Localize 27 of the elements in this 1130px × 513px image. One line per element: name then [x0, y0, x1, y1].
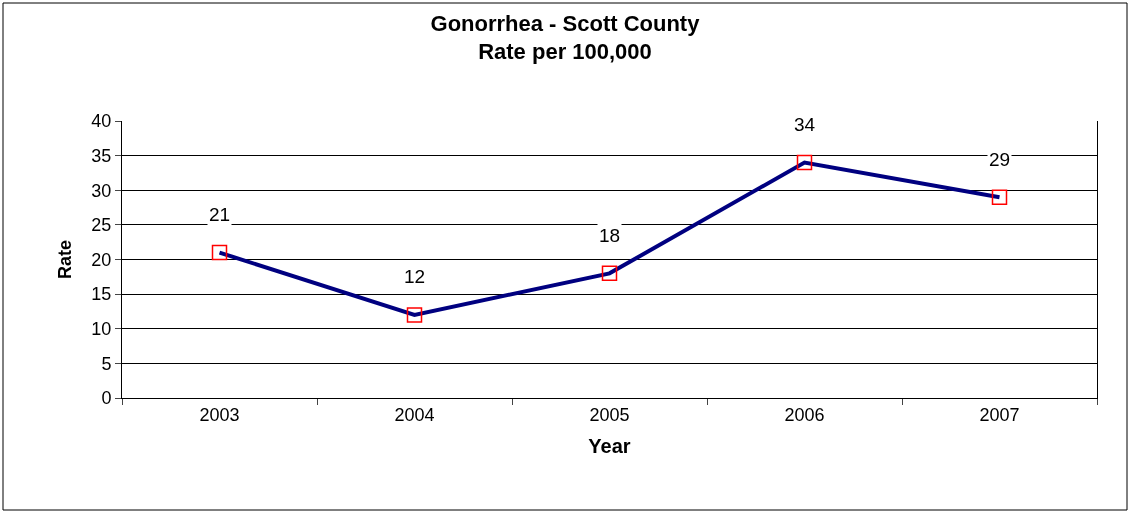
x-tick-label: 2005: [589, 404, 630, 425]
point: [991, 189, 1008, 205]
y-tick-label: 20: [91, 249, 112, 270]
y-tick-label: 15: [91, 284, 112, 305]
y-tick-label: 5: [101, 353, 112, 374]
y-tick-label: 35: [91, 145, 112, 166]
point: [211, 244, 228, 261]
point: [601, 265, 618, 282]
data-label: 12: [404, 266, 426, 287]
data-label: 34: [794, 114, 816, 135]
data-label: 21: [209, 204, 231, 225]
data-label: 18: [599, 225, 621, 246]
point: [796, 154, 813, 171]
x-tick-label: 2003: [199, 404, 240, 425]
y-tick-label: 25: [91, 215, 112, 236]
point: [406, 307, 423, 323]
y-tick-label: 10: [91, 319, 112, 340]
y-tick-label: 0: [101, 388, 112, 409]
data-label: 29: [989, 149, 1011, 170]
chart-title: Gonorrhea - Scott County Rate per 100,000: [430, 10, 701, 65]
x-axis-title: Year: [588, 435, 631, 458]
x-tick-label: 2006: [784, 404, 825, 425]
y-tick-label: 40: [91, 111, 112, 132]
x-tick-label: 2004: [394, 404, 435, 425]
y-axis-title: Rate: [54, 239, 75, 280]
y-tick-label: 30: [91, 180, 112, 201]
x-tick-label: 2007: [979, 404, 1020, 425]
